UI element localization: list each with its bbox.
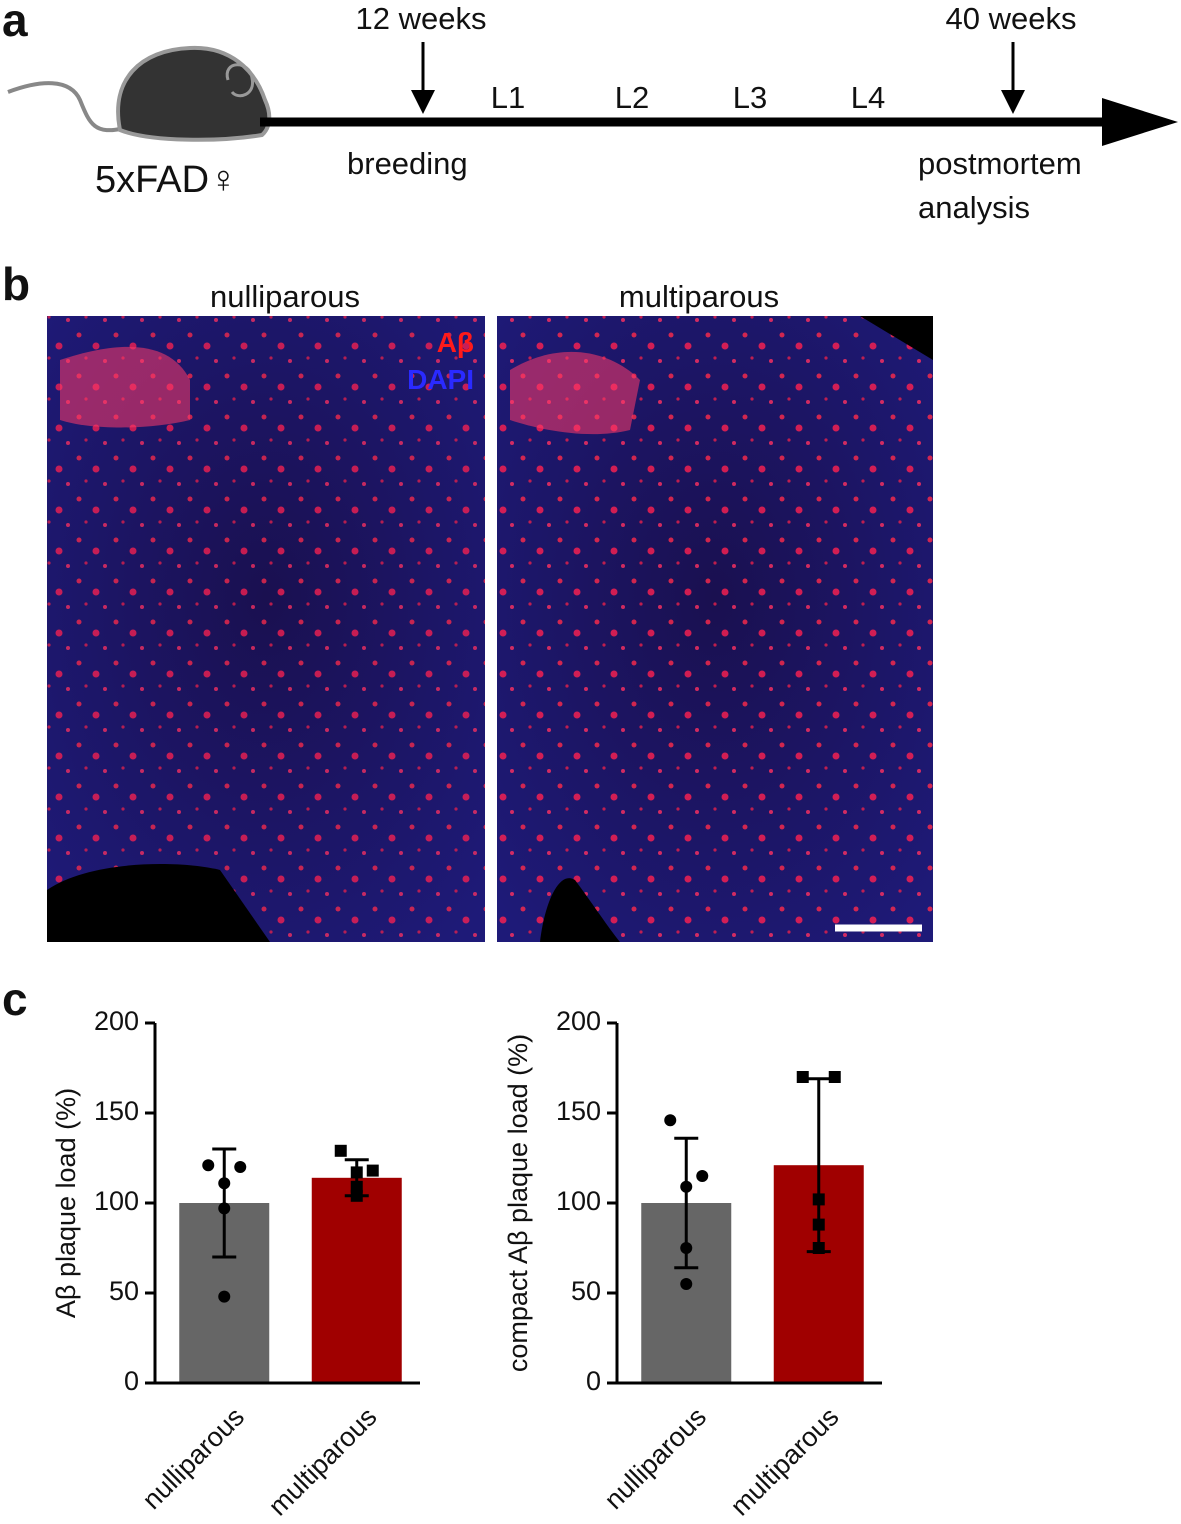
data-point (202, 1159, 215, 1172)
litter-label: L1 (491, 80, 525, 115)
bar (311, 1177, 402, 1383)
y-axis-label: compact Aβ plaque load (%) (503, 1034, 533, 1372)
data-point (366, 1164, 379, 1177)
data-point (680, 1278, 693, 1290)
y-tick-label: 150 (94, 1096, 139, 1126)
micrograph (497, 316, 933, 942)
data-point (796, 1071, 809, 1083)
y-tick-label: 50 (109, 1276, 139, 1306)
data-point (680, 1180, 693, 1193)
panel-label: a (2, 0, 28, 46)
y-tick-label: 100 (94, 1186, 139, 1216)
event-label: postmortem (918, 146, 1082, 181)
y-tick-label: 0 (124, 1366, 139, 1396)
y-axis-label: Aβ plaque load (%) (51, 1088, 81, 1318)
panel-label: b (2, 258, 30, 310)
arrowhead (1001, 90, 1025, 114)
data-point (218, 1177, 231, 1190)
litter-label: L3 (733, 80, 767, 115)
micrograph (47, 316, 485, 942)
x-tick-label: nulliparous (137, 1402, 251, 1516)
data-point (218, 1202, 231, 1215)
stain-label: Aβ (437, 327, 474, 358)
image-title: nulliparous (210, 279, 360, 314)
x-tick-label: multiparous (263, 1402, 383, 1522)
x-tick-label: multiparous (725, 1402, 845, 1522)
event-label: analysis (918, 190, 1030, 225)
data-point (680, 1242, 693, 1254)
y-tick-label: 100 (556, 1186, 601, 1216)
timepoint-label: 12 weeks (356, 1, 487, 36)
timeline-arrowhead (1102, 98, 1178, 146)
data-point (334, 1144, 347, 1157)
data-point (218, 1290, 231, 1303)
mouse-body (116, 45, 272, 142)
mouse-ear (225, 63, 255, 98)
data-point (828, 1071, 841, 1083)
data-point (234, 1161, 247, 1173)
arrowhead (411, 90, 435, 114)
event-label: breeding (347, 146, 468, 181)
y-tick-label: 0 (586, 1366, 601, 1396)
data-point (812, 1242, 825, 1254)
y-tick-label: 200 (556, 1006, 601, 1036)
x-tick-label: nulliparous (599, 1402, 713, 1516)
litter-label: L2 (615, 80, 649, 115)
data-point (812, 1218, 825, 1231)
mouse-tail (7, 81, 126, 133)
y-tick-label: 200 (94, 1006, 139, 1036)
y-tick-label: 150 (556, 1096, 601, 1126)
litter-label: L4 (851, 80, 885, 115)
stain-label: DAPI (407, 364, 474, 395)
timepoint-label: 40 weeks (946, 1, 1077, 36)
data-point (350, 1189, 363, 1202)
image-title: multiparous (619, 279, 779, 314)
panel-label: c (2, 973, 28, 1025)
y-tick-label: 50 (571, 1276, 601, 1306)
data-point (350, 1166, 363, 1179)
data-point (696, 1170, 709, 1182)
data-point (664, 1114, 677, 1127)
strain-label: 5xFAD♀ (95, 159, 238, 201)
data-point (812, 1193, 825, 1206)
